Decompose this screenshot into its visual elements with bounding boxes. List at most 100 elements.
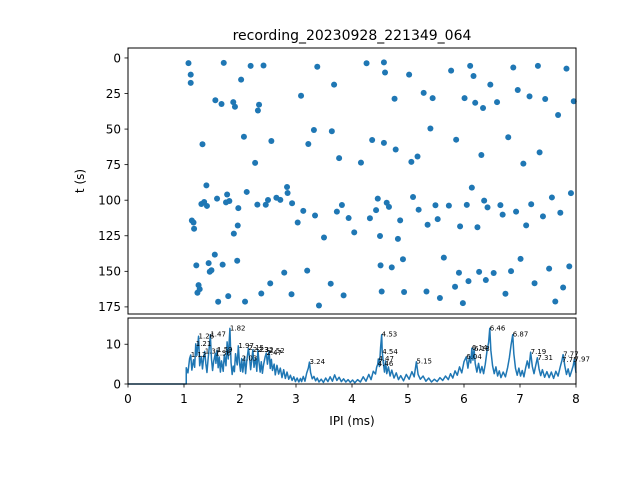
raster-point <box>528 201 535 208</box>
peak-label: 7.75 <box>562 356 578 364</box>
raster-point <box>373 207 380 214</box>
raster-point <box>351 229 358 236</box>
raster-point <box>429 95 436 102</box>
raster-point <box>288 291 295 298</box>
peak-label: 4.54 <box>382 348 398 356</box>
raster-point <box>281 269 288 276</box>
raster-point <box>482 277 489 284</box>
raster-point <box>392 146 399 153</box>
raster-point <box>191 225 198 232</box>
raster-point <box>378 288 385 295</box>
peak-label: 1.21 <box>196 340 212 348</box>
raster-point <box>225 293 232 300</box>
x-tick-label: 8 <box>572 392 580 406</box>
raster-point <box>497 202 504 209</box>
raster-point <box>382 69 389 76</box>
raster-point <box>555 111 562 118</box>
y-tick-label: 75 <box>106 158 121 172</box>
raster-point <box>468 184 475 191</box>
peak-label: 1.97 <box>238 342 254 350</box>
y-tick-label: 175 <box>98 300 121 314</box>
raster-point <box>539 213 546 220</box>
y-tick-label: 10 <box>106 338 121 352</box>
raster-point <box>546 265 553 272</box>
raster-point <box>436 294 443 301</box>
raster-point <box>327 280 334 287</box>
peak-label: 2.03 <box>242 355 258 363</box>
peak-label: 6.18 <box>474 345 490 353</box>
raster-point <box>247 62 254 69</box>
raster-point <box>423 288 430 295</box>
raster-point <box>394 235 401 242</box>
raster-point <box>448 67 455 74</box>
raster-point <box>424 221 431 228</box>
raster-point <box>517 255 524 262</box>
raster-point <box>315 302 322 309</box>
raster-point <box>212 97 219 104</box>
histogram-y-ticks: 0 10 <box>106 338 128 391</box>
raster-point <box>321 234 327 241</box>
raster-point <box>476 268 483 275</box>
raster-point <box>510 64 517 71</box>
raster-point <box>461 95 468 102</box>
raster-point <box>399 256 406 263</box>
raster-point <box>427 125 434 132</box>
raster-point <box>214 195 221 202</box>
histogram-x-axis-label: IPI (ms) <box>329 414 374 428</box>
raster-point <box>457 223 464 230</box>
raster-point <box>333 208 340 215</box>
raster-point <box>310 126 317 133</box>
raster-point <box>414 153 421 160</box>
raster-point <box>481 197 488 204</box>
raster-point <box>345 215 352 222</box>
histogram-x-ticks: 0 1 2 3 4 5 6 7 8 <box>124 384 580 406</box>
peak-label: 1.56 <box>215 349 231 357</box>
peak-label: 1.37 <box>205 347 221 355</box>
raster-point <box>218 101 225 108</box>
peak-label: 6.14 <box>472 344 488 352</box>
peak-label: 4.46 <box>378 360 394 368</box>
raster-axes-frame <box>127 47 577 315</box>
raster-point <box>514 87 521 94</box>
raster-point <box>534 62 541 69</box>
raster-point <box>240 133 247 140</box>
raster-point <box>470 73 477 80</box>
raster-point <box>260 62 267 69</box>
x-tick-label: 2 <box>236 392 244 406</box>
raster-y-axis-label: t (s) <box>73 169 87 193</box>
peak-label: 6.04 <box>466 353 482 361</box>
x-tick-label: 5 <box>404 392 412 406</box>
raster-point <box>336 155 343 162</box>
raster-point <box>289 200 296 207</box>
raster-point <box>187 79 194 86</box>
raster-point <box>388 264 395 271</box>
ipi-histogram-line <box>128 327 577 385</box>
raster-point <box>487 81 494 88</box>
raster-point <box>230 230 237 237</box>
raster-point <box>465 278 472 285</box>
raster-point <box>305 141 312 147</box>
raster-point <box>505 134 512 141</box>
raster-point <box>185 60 192 67</box>
raster-point <box>420 89 427 96</box>
raster-point <box>557 209 564 216</box>
raster-point <box>397 217 404 224</box>
raster-point <box>508 268 515 275</box>
raster-point <box>220 59 227 66</box>
raster-point <box>415 206 422 213</box>
raster-point <box>238 76 245 83</box>
raster-point <box>267 280 274 287</box>
raster-point <box>215 298 222 305</box>
raster-point <box>187 71 194 78</box>
peak-label: 5.15 <box>416 358 432 366</box>
raster-panel: 0 25 50 75 100 125 150 175 t (s) <box>73 47 577 315</box>
raster-point <box>434 216 441 223</box>
y-tick-label: 25 <box>106 87 121 101</box>
raster-point <box>560 284 567 291</box>
y-tick-label: 100 <box>98 194 121 208</box>
raster-point <box>234 222 241 229</box>
raster-point <box>254 107 261 114</box>
peak-label: 2.32 <box>258 346 274 354</box>
